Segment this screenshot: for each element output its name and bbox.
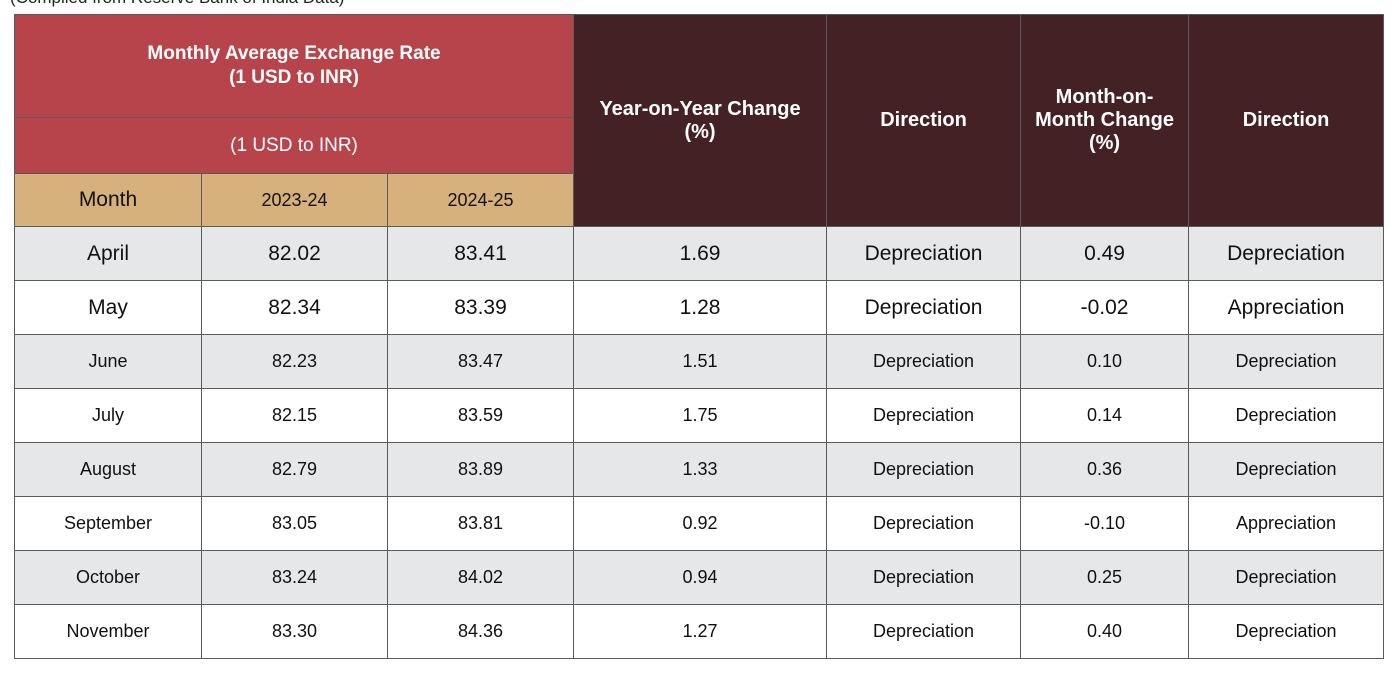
header-mom-line1: Month-on- — [1055, 86, 1154, 108]
cell-month: October — [14, 550, 202, 605]
cell-mom-change: -0.10 — [1020, 496, 1190, 551]
cell-rate-2023-24: 83.24 — [201, 550, 388, 605]
cell-rate-2024-25: 83.39 — [386, 280, 575, 335]
header-yoy-line2: (%) — [684, 120, 716, 143]
cell-mom-direction: Depreciation — [1188, 334, 1385, 389]
cell-rate-2023-24: 83.30 — [201, 604, 388, 659]
header-direction-yoy: Direction — [826, 14, 1022, 227]
table-row: June 82.23 83.47 1.51 Depreciation 0.10 … — [14, 334, 1385, 389]
cell-month: July — [14, 388, 202, 443]
table-row: August 82.79 83.89 1.33 Depreciation 0.3… — [14, 442, 1385, 497]
cell-mom-change: 0.14 — [1020, 388, 1190, 443]
cell-month: November — [14, 604, 202, 659]
header-year-2023-24: 2023-24 — [201, 173, 388, 227]
cell-yoy-direction: Depreciation — [826, 604, 1022, 659]
header-mom-change: Month-on- Month Change (%) — [1020, 14, 1190, 227]
cell-mom-change: 0.25 — [1020, 550, 1190, 605]
table-row: November 83.30 84.36 1.27 Depreciation 0… — [14, 604, 1385, 659]
cell-yoy-direction: Depreciation — [826, 226, 1022, 281]
cell-mom-direction: Depreciation — [1188, 604, 1385, 659]
header-mom-line2: Month Change — [1035, 109, 1174, 131]
cell-rate-2023-24: 83.05 — [201, 496, 388, 551]
table-caption: (Compiled from Reserve Bank of India Dat… — [10, 0, 344, 8]
exchange-rate-table: Monthly Average Exchange Rate (1 USD to … — [13, 14, 1385, 659]
cell-mom-direction: Appreciation — [1188, 496, 1385, 551]
table-row: October 83.24 84.02 0.94 Depreciation 0.… — [14, 550, 1385, 605]
header-year-2024-25: 2024-25 — [386, 173, 575, 227]
cell-mom-direction: Depreciation — [1188, 442, 1385, 497]
cell-rate-2024-25: 83.59 — [386, 388, 575, 443]
cell-mom-change: 0.49 — [1020, 226, 1190, 281]
cell-rate-2023-24: 82.23 — [201, 334, 388, 389]
cell-rate-2024-25: 83.89 — [386, 442, 575, 497]
cell-mom-change: 0.36 — [1020, 442, 1190, 497]
cell-mom-direction: Depreciation — [1188, 226, 1385, 281]
cell-yoy-change: 1.75 — [573, 388, 828, 443]
header-month: Month — [14, 173, 202, 227]
cell-rate-2024-25: 83.41 — [386, 226, 575, 281]
cell-yoy-change: 1.28 — [573, 280, 828, 335]
header-yoy-change: Year-on-Year Change (%) — [573, 14, 828, 227]
table-row: April 82.02 83.41 1.69 Depreciation 0.49… — [14, 226, 1385, 281]
cell-rate-2023-24: 82.79 — [201, 442, 388, 497]
cell-yoy-change: 0.92 — [573, 496, 828, 551]
cell-month: August — [14, 442, 202, 497]
cell-month: June — [14, 334, 202, 389]
header-yoy-line1: Year-on-Year Change — [599, 97, 801, 120]
cell-mom-change: 0.40 — [1020, 604, 1190, 659]
header-monthly-average-rate: Monthly Average Exchange Rate (1 USD to … — [13, 14, 575, 118]
cell-mom-direction: Depreciation — [1188, 388, 1385, 443]
cell-mom-change: -0.02 — [1020, 280, 1190, 335]
cell-yoy-direction: Depreciation — [826, 334, 1022, 389]
table-row: July 82.15 83.59 1.75 Depreciation 0.14 … — [14, 388, 1385, 443]
cell-yoy-direction: Depreciation — [826, 496, 1022, 551]
header-rate-title-line2: (1 USD to INR) — [229, 67, 359, 88]
cell-month: May — [14, 280, 202, 335]
cell-month: April — [14, 226, 202, 281]
cell-yoy-direction: Depreciation — [826, 280, 1022, 335]
cell-mom-direction: Depreciation — [1188, 550, 1385, 605]
cell-month: September — [14, 496, 202, 551]
cell-rate-2024-25: 83.81 — [386, 496, 575, 551]
cell-rate-2023-24: 82.02 — [201, 226, 388, 281]
cell-yoy-direction: Depreciation — [826, 388, 1022, 443]
cell-rate-2023-24: 82.34 — [201, 280, 388, 335]
header-direction-mom: Direction — [1188, 14, 1385, 227]
cell-rate-2024-25: 84.02 — [386, 550, 575, 605]
header-rate-title-line1: Monthly Average Exchange Rate — [147, 43, 441, 64]
cell-rate-2024-25: 84.36 — [386, 604, 575, 659]
cell-yoy-change: 1.69 — [573, 226, 828, 281]
cell-yoy-direction: Depreciation — [826, 442, 1022, 497]
cell-yoy-change: 1.33 — [573, 442, 828, 497]
cell-mom-direction: Appreciation — [1188, 280, 1385, 335]
cell-mom-change: 0.10 — [1020, 334, 1190, 389]
table-row: May 82.34 83.39 1.28 Depreciation -0.02 … — [14, 280, 1385, 335]
table-row: September 83.05 83.81 0.92 Depreciation … — [14, 496, 1385, 551]
header-rate-subtitle: (1 USD to INR) — [13, 117, 575, 174]
cell-rate-2023-24: 82.15 — [201, 388, 388, 443]
cell-rate-2024-25: 83.47 — [386, 334, 575, 389]
cell-yoy-change: 1.51 — [573, 334, 828, 389]
cell-yoy-direction: Depreciation — [826, 550, 1022, 605]
cell-yoy-change: 0.94 — [573, 550, 828, 605]
cell-yoy-change: 1.27 — [573, 604, 828, 659]
header-mom-line3: (%) — [1088, 132, 1121, 154]
